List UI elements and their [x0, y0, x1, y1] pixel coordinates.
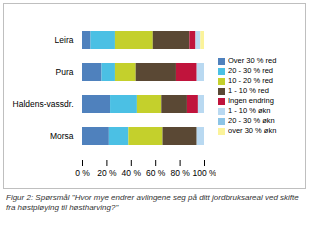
- html-text:20 - 30 % red: 20 - 30 % red: [228, 66, 273, 75]
- svg-text:Leira: Leira: [55, 35, 74, 45]
- svg-text:40 %: 40 %: [122, 168, 142, 178]
- svg-text:0 %: 0 %: [75, 168, 90, 178]
- html-text:10 - 20 % red: 10 - 20 % red: [228, 76, 273, 85]
- html-text:Figur 2: Spørsmål "Hvor mye en: Figur 2: Spørsmål "Hvor mye endrer avlin…: [6, 193, 299, 212]
- svg-text:Haldens-vassdr.: Haldens-vassdr.: [13, 99, 74, 109]
- html-text:Ingen endring: Ingen endring: [228, 96, 274, 105]
- html-text:20 - 30 % økn: 20 - 30 % økn: [228, 116, 275, 125]
- html-text:Over 30 % red: Over 30 % red: [228, 56, 277, 65]
- svg-text:100 %: 100 %: [192, 168, 216, 178]
- html-text:1 - 10 % red: 1 - 10 % red: [228, 86, 269, 95]
- html-text:over 30 % økn: over 30 % økn: [228, 126, 277, 135]
- svg-text:80 %: 80 %: [170, 168, 190, 178]
- svg-text:20 %: 20 %: [97, 168, 117, 178]
- svg-text:60 %: 60 %: [146, 168, 166, 178]
- svg-text:Pura: Pura: [56, 67, 74, 77]
- html-text:1 - 10 % økn: 1 - 10 % økn: [228, 106, 271, 115]
- svg-text:Morsa: Morsa: [50, 131, 74, 141]
